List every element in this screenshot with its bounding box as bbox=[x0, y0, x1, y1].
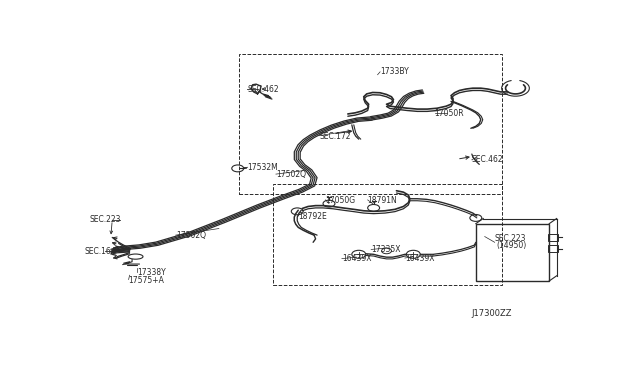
Text: 1733BY: 1733BY bbox=[380, 67, 409, 76]
Bar bbox=[273, 185, 502, 285]
Text: 18791N: 18791N bbox=[367, 196, 397, 205]
Text: 16439X: 16439X bbox=[405, 254, 435, 263]
Text: J17300ZZ: J17300ZZ bbox=[472, 309, 513, 318]
Bar bbox=[548, 234, 558, 241]
Text: 17050G: 17050G bbox=[326, 196, 356, 205]
Text: SEC.462: SEC.462 bbox=[247, 84, 279, 93]
Text: 17575+A: 17575+A bbox=[129, 276, 164, 285]
Text: SEC.172: SEC.172 bbox=[319, 132, 351, 141]
Bar bbox=[548, 245, 558, 252]
Text: 17050R: 17050R bbox=[435, 109, 464, 118]
Text: (14950): (14950) bbox=[497, 241, 527, 250]
Text: 16439X: 16439X bbox=[342, 254, 371, 263]
Text: 18792E: 18792E bbox=[298, 212, 327, 221]
Text: SEC.462: SEC.462 bbox=[472, 155, 504, 164]
Text: 17532M: 17532M bbox=[248, 163, 278, 172]
Text: 17335X: 17335X bbox=[371, 245, 401, 254]
Bar bbox=[239, 54, 502, 194]
Text: 17502Q: 17502Q bbox=[176, 231, 205, 240]
Text: SEC.164: SEC.164 bbox=[85, 247, 116, 256]
Text: 17338Y: 17338Y bbox=[137, 268, 166, 277]
Bar bbox=[476, 224, 549, 281]
Text: 17502Q: 17502Q bbox=[276, 170, 306, 179]
Text: SEC.223: SEC.223 bbox=[495, 234, 526, 243]
Text: SEC.223: SEC.223 bbox=[90, 215, 122, 224]
